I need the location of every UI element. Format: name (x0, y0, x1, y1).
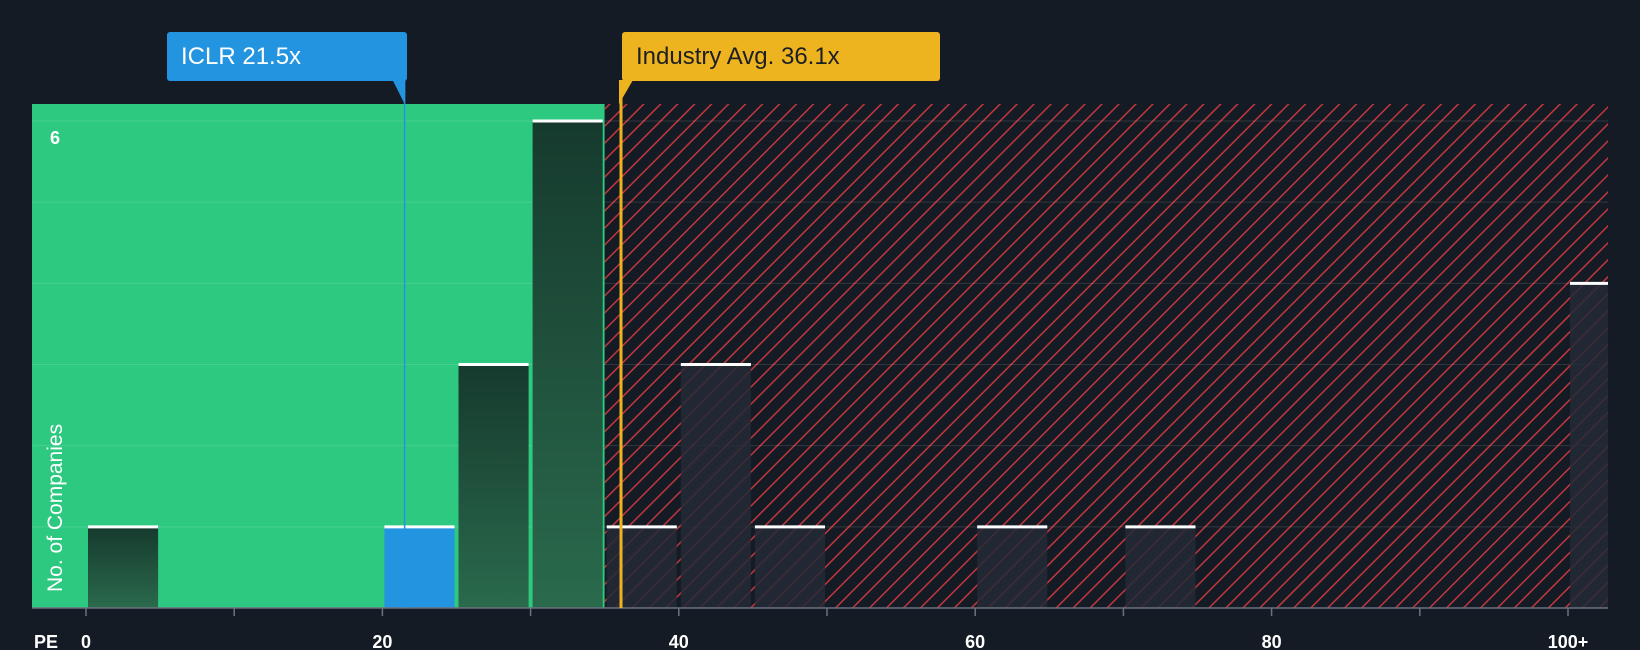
y-tick-label: 6 (50, 128, 60, 148)
x-tick-label: 100+ (1548, 632, 1589, 650)
histogram-bar (977, 526, 1048, 608)
histogram-bar (1125, 526, 1196, 608)
y-axis-title: No. of Companies (44, 424, 67, 592)
company-pe-callout: ICLR 21.5x (167, 32, 407, 81)
x-tick-label: 20 (372, 632, 392, 650)
x-tick-label: 80 (1262, 632, 1282, 650)
histogram-bar (606, 526, 677, 608)
histogram-bar (458, 364, 529, 608)
company-bar (384, 526, 455, 608)
overvalued-zone-stripes (604, 104, 1608, 608)
histogram-bar (680, 364, 751, 608)
x-tick-label: 0 (81, 632, 91, 650)
x-axis-title: PE (34, 632, 58, 650)
x-tick-label: 40 (669, 632, 689, 650)
histogram-bar (1570, 283, 1608, 608)
company-callout-pointer (392, 80, 405, 104)
x-tick-label: 60 (965, 632, 985, 650)
histogram-bar (88, 526, 159, 608)
industry-avg-callout: Industry Avg. 36.1x (622, 32, 940, 81)
histogram-bar (532, 121, 603, 608)
industry-callout-pointer (619, 80, 634, 104)
histogram-bar (754, 526, 825, 608)
